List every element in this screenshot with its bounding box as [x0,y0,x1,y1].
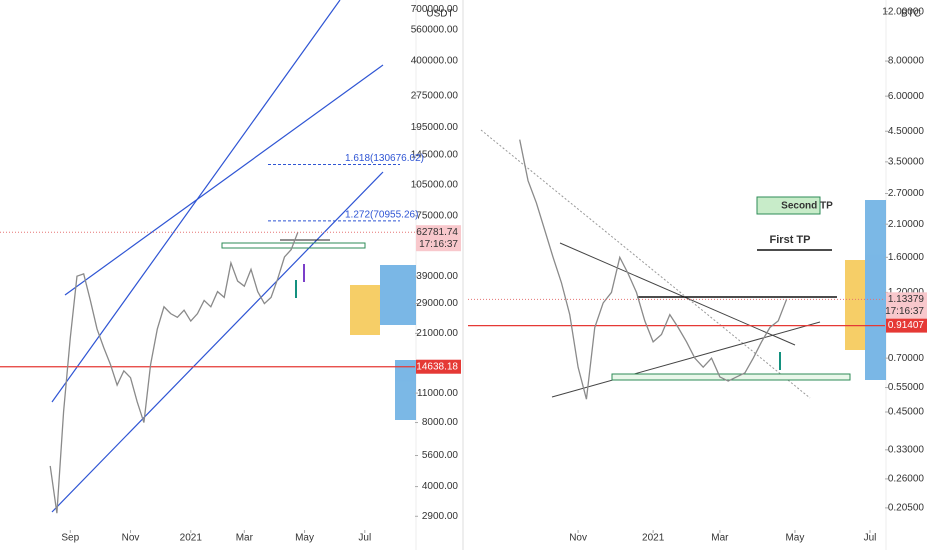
fib-label: 1.618(130676.02) [345,153,424,164]
profile-bar [350,285,380,335]
x-tick-label: Sep [61,533,79,544]
fib-label: 1.272(70955.26) [345,210,418,221]
y-tick-label: 275000.00 [411,90,459,101]
y-tick-label: 105000.00 [411,179,459,190]
y-tick-label: 0.55000 [888,382,925,393]
y-tick-label: 29000.00 [416,298,458,309]
x-tick-label: May [785,533,804,544]
y-tick-label: 6.00000 [888,91,925,102]
y-tick-label: 5600.00 [422,450,459,461]
x-tick-label: Nov [569,533,587,544]
y-tick-label: 2.70000 [888,188,925,199]
channel-line [51,171,384,513]
trendline [551,321,821,398]
price-tag [886,318,927,333]
y-tick-label: 0.26000 [888,474,925,485]
price-tag-label: 14638.18 [416,361,458,372]
channel [51,0,384,513]
y-tick-label: 2900.00 [422,511,459,522]
quote-label: BTC [901,9,921,20]
y-tick-label: 400000.00 [411,56,459,67]
last-price-label: 62781.74 [416,227,458,238]
y-tick-label: 12.00000 [882,6,924,17]
x-tick-label: 2021 [180,533,203,544]
x-tick-label: Mar [711,533,729,544]
y-tick-label: 4000.00 [422,481,459,492]
y-tick-label: 0.20500 [888,503,925,514]
y-tick-label: 3.50000 [888,157,925,168]
profile-bar [395,360,416,420]
y-tick-label: 1.60000 [888,252,925,263]
price-tag [416,359,461,374]
price-tag [886,292,927,319]
x-tick-label: Nov [122,533,140,544]
target-label: Second TP [781,201,833,212]
x-tick-label: Jul [358,533,371,544]
quote-label: USDT [426,9,453,20]
y-tick-label: 4.50000 [888,126,925,137]
channel-line [51,0,341,403]
price-line [519,139,788,400]
y-tick-label: 560000.00 [411,25,459,36]
trendline [559,242,796,346]
y-tick-label: 0.70000 [888,353,925,364]
y-tick-label: 39000.00 [416,271,458,282]
countdown: 17:16:37 [885,306,924,317]
y-tick-label: 2.10000 [888,219,925,230]
y-tick-label: 75000.00 [416,210,458,221]
price-tag-label: 0.91407 [888,320,925,331]
y-tick-label: 11000.00 [417,388,458,399]
y-tick-label: 0.45000 [888,407,925,418]
target-label: First TP [770,234,811,246]
y-tick-label: 145000.00 [411,149,459,160]
x-tick-label: May [295,533,314,544]
price-tag [416,225,461,252]
y-tick-label: 195000.00 [411,122,459,133]
x-tick-label: 2021 [642,533,665,544]
y-tick-label: 0.33000 [888,444,925,455]
y-tick-label: 8.00000 [888,56,925,67]
x-tick-label: Jul [864,533,877,544]
target-box [756,196,821,215]
last-price-label: 1.13379 [888,294,925,305]
y-tick-label: 21000.00 [416,328,458,339]
profile-bar [865,200,886,380]
countdown: 17:16:37 [419,239,458,250]
channel-line [64,64,384,296]
y-tick-label: 8000.00 [422,417,459,428]
price-line [49,231,299,514]
volume-profile [350,200,886,420]
x-tick-label: Mar [236,533,254,544]
profile-bar [380,265,416,325]
y-tick-label: 700000.00 [411,4,459,15]
